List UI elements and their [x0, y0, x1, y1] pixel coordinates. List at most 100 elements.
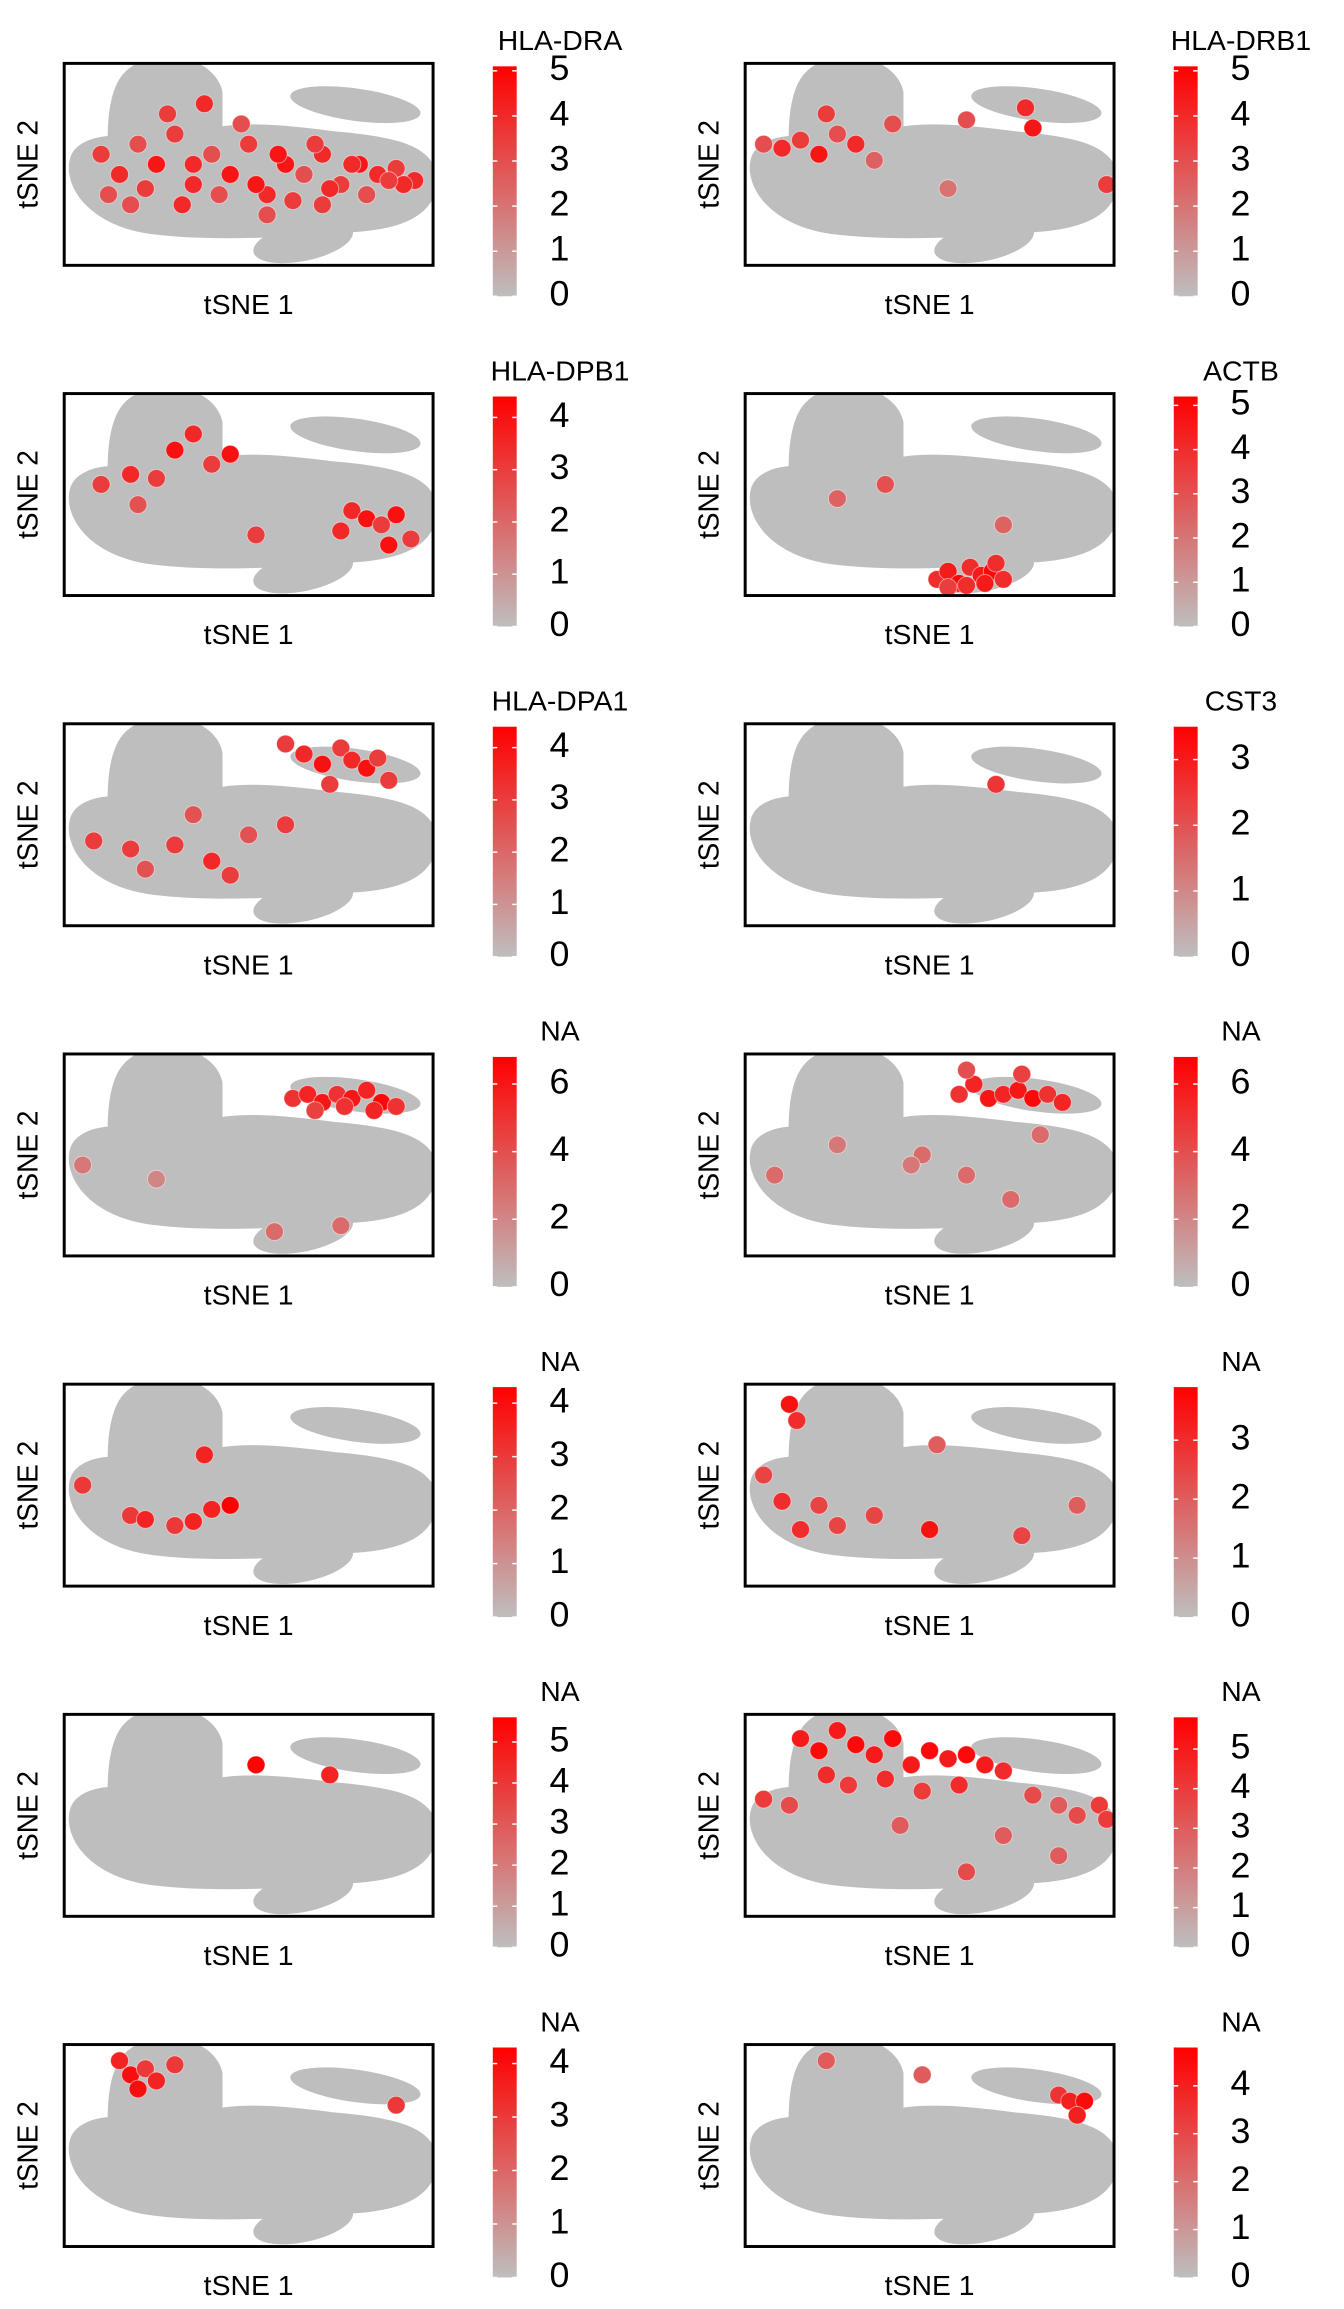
axes-box	[743, 722, 1116, 928]
plot-area	[759, 726, 1109, 932]
colorbar-tick-label: 3	[550, 447, 570, 487]
panel: tSNE 1 tSNE 2 NA 0 1 2 3 4	[11, 2005, 580, 2301]
colorbar-tick-label: 5	[550, 48, 570, 88]
cell-point	[372, 515, 391, 535]
cell-point	[135, 1510, 155, 1529]
cell-point	[1052, 1093, 1072, 1112]
cell-point	[816, 104, 836, 124]
colorbar-tick-label: 3	[1231, 1418, 1251, 1458]
cell-point	[864, 1745, 884, 1765]
colorbar-tick-label: 1	[550, 1541, 570, 1581]
cell-point	[993, 515, 1013, 535]
y-axis-label: tSNE 2	[11, 1441, 43, 1530]
cell-point	[165, 124, 185, 144]
colorbar-tick-label: 3	[550, 1802, 570, 1842]
cell-point	[1049, 1846, 1069, 1866]
cell-point	[827, 1135, 847, 1155]
cell-point	[246, 525, 266, 545]
cell-point	[246, 175, 266, 194]
cell-cloud	[78, 395, 428, 601]
cell-point	[1023, 1785, 1043, 1805]
cell-point	[901, 1155, 921, 1175]
colorbar-tick-label: 3	[550, 777, 570, 817]
y-axis-label: tSNE 2	[11, 780, 43, 869]
colorbar-tick-label: 1	[1231, 229, 1251, 269]
cell-point	[294, 165, 314, 184]
cell-point	[135, 2059, 155, 2079]
cell-point	[147, 155, 166, 174]
axes-box	[62, 392, 435, 598]
cell-point	[816, 1765, 836, 1785]
colorbar	[1173, 396, 1198, 627]
colorbar-tick-label: 3	[550, 2095, 570, 2135]
cell-point	[379, 771, 399, 790]
cell-point	[912, 1781, 932, 1801]
cell-point	[938, 578, 958, 596]
colorbar-tick-label: 2	[1231, 803, 1251, 843]
cell-point	[791, 130, 810, 150]
plot-area	[754, 1716, 1115, 1922]
cell-point	[110, 2051, 129, 2071]
x-axis-label: tSNE 1	[885, 2269, 975, 2301]
cell-point	[165, 1516, 185, 1535]
axes-box	[743, 61, 1116, 267]
cell-point	[220, 865, 240, 885]
panel: tSNE 1 tSNE 2 HLA-DRA 0 1 2 3 4 5	[11, 24, 622, 320]
cell-point	[313, 195, 332, 215]
colorbar-tick-label: 2	[550, 1488, 570, 1528]
cell-point	[342, 501, 362, 520]
cell-point	[401, 529, 421, 549]
y-axis-label: tSNE 2	[692, 1441, 724, 1530]
cell-point	[121, 195, 141, 215]
colorbar-tick-label: 0	[1231, 274, 1251, 314]
colorbar-tick-label: 2	[550, 830, 570, 870]
plot-area	[759, 2046, 1109, 2252]
colorbar-tick-label: 5	[1231, 383, 1251, 423]
cell-point	[883, 1729, 903, 1748]
colorbar-title: NA	[540, 1675, 580, 1707]
y-axis-label: tSNE 2	[692, 450, 724, 539]
cell-point	[183, 424, 203, 444]
colorbar-tick-label: 1	[1231, 560, 1251, 600]
axes-box	[62, 61, 435, 267]
colorbar	[1173, 66, 1198, 297]
cell-point	[986, 775, 1006, 794]
cell-point	[993, 570, 1013, 589]
cell-cloud	[759, 1386, 1109, 1592]
colorbar-tick-label: 4	[1231, 1766, 1251, 1806]
colorbar-tick-label: 1	[550, 1884, 570, 1924]
cell-point	[239, 825, 259, 845]
colorbar-tick-label: 1	[550, 2202, 570, 2242]
cell-point	[335, 1097, 354, 1116]
colorbar	[492, 1056, 517, 1287]
cell-point	[91, 144, 111, 164]
colorbar	[492, 726, 517, 957]
cell-point	[231, 114, 251, 134]
cell-point	[386, 505, 406, 525]
cell-point	[754, 1789, 774, 1809]
cell-point	[986, 553, 1006, 573]
panel: tSNE 1 tSNE 2 HLA-DRB1 0 1 2 3 4 5	[692, 24, 1311, 320]
cell-point	[202, 851, 222, 871]
colorbar-tick-label: 4	[550, 395, 570, 435]
colorbar-tick-label: 1	[550, 882, 570, 922]
cell-point	[957, 1165, 976, 1185]
panel: tSNE 1 tSNE 2 ACTB 012 345	[692, 354, 1279, 650]
colorbar-tick-label: 0	[1231, 604, 1251, 644]
cell-point	[1067, 2105, 1087, 2125]
cell-point	[183, 805, 203, 824]
axes-box	[743, 2043, 1116, 2248]
cell-point	[772, 138, 792, 158]
colorbar-tick-label: 0	[550, 1264, 570, 1304]
colorbar-title: NA	[1221, 1015, 1261, 1047]
cell-cloud	[759, 2046, 1109, 2252]
cell-point	[787, 1411, 807, 1430]
cell-point	[864, 1506, 884, 1525]
colorbar-tick-label: 2	[550, 1197, 570, 1237]
cell-point	[386, 1097, 406, 1116]
colorbar-tick-label: 6	[1231, 1062, 1251, 1102]
colorbar-tick-label: 4	[550, 1129, 570, 1169]
colorbar-title: NA	[1221, 1345, 1261, 1377]
cell-point	[754, 134, 774, 154]
cell-point	[135, 179, 155, 198]
